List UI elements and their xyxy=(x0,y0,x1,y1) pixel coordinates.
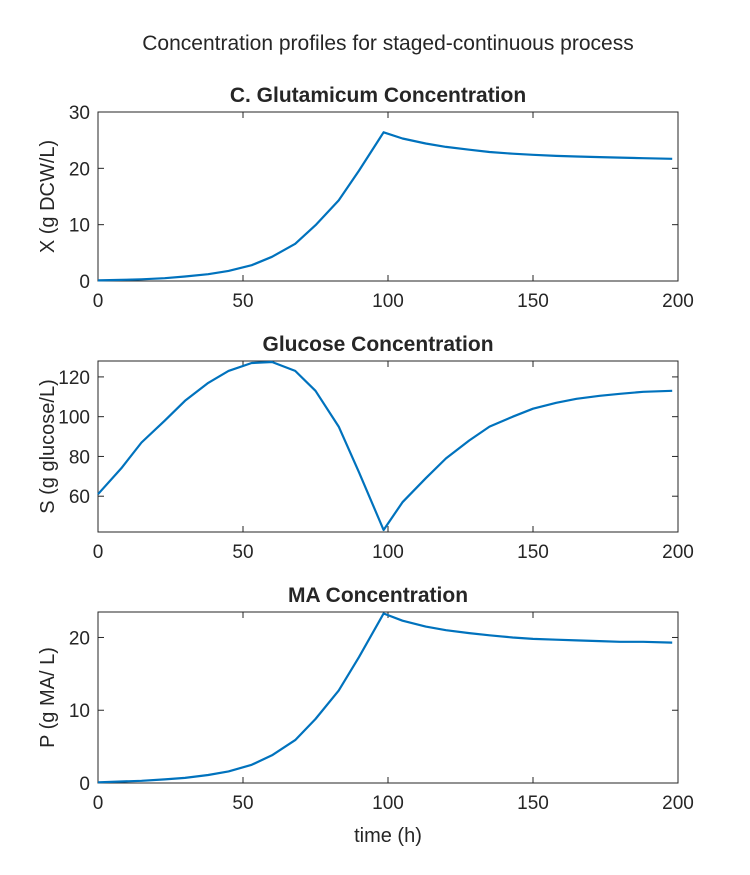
subplot-x-glutamicum: 0 50 100 150 200 0 10 20 30 C. Glutamicum Concent… xyxy=(37,84,694,312)
x-tick-label: 100 xyxy=(372,542,404,563)
x-tick-label: 0 xyxy=(93,793,104,814)
y-tick-label: 120 xyxy=(58,368,90,389)
y-tick-label: 10 xyxy=(69,701,90,722)
x-tick-label: 100 xyxy=(372,793,404,814)
y-tick-label: 20 xyxy=(69,159,90,180)
y-tick-label: 20 xyxy=(69,628,90,649)
y-tick-label: 100 xyxy=(58,408,90,429)
y-axis-label-x-glutamicum: X (g DCW/L) xyxy=(37,140,59,253)
x-tick-label: 100 xyxy=(372,291,404,312)
axes-frame-p-ma xyxy=(97,611,679,784)
figure-title: Concentration profiles for staged-contin… xyxy=(142,32,633,55)
x-tick-label: 150 xyxy=(517,793,549,814)
subplot-s-glucose: 0 50 100 150 200 60 80 100 120 Glucose Concentrat… xyxy=(37,333,694,563)
y-tick-label: 30 xyxy=(69,103,90,124)
y-tick-label: 0 xyxy=(79,774,90,795)
y-tick-label: 10 xyxy=(69,216,90,237)
subplot-p-ma: 0 50 100 150 200 0 10 20 MA Concentration P (g MA… xyxy=(37,584,694,847)
x-axis-label-p-ma: time (h) xyxy=(354,825,422,847)
y-tick-label: 80 xyxy=(69,447,90,468)
subplot-title-s-glucose: Glucose Concentration xyxy=(262,333,493,356)
series-line-x-glutamicum xyxy=(97,131,673,282)
subplot-title-p-ma: MA Concentration xyxy=(288,584,468,607)
y-tick-label: 0 xyxy=(79,272,90,293)
x-tick-label: 50 xyxy=(232,793,253,814)
axes-frame-x-glutamicum xyxy=(97,111,679,282)
x-tick-label: 150 xyxy=(517,542,549,563)
x-tick-label: 0 xyxy=(93,542,104,563)
x-tick-label: 50 xyxy=(232,542,253,563)
subplot-title-x-glutamicum: C. Glutamicum Concentration xyxy=(230,84,526,107)
x-tick-label: 200 xyxy=(662,291,694,312)
x-tick-label: 50 xyxy=(232,291,253,312)
x-tick-label: 0 xyxy=(93,291,104,312)
y-axis-label-p-ma: P (g MA/ L) xyxy=(37,647,59,748)
x-tick-label: 200 xyxy=(662,793,694,814)
x-tick-label: 150 xyxy=(517,291,549,312)
series-line-s-glucose xyxy=(97,360,673,532)
y-tick-label: 60 xyxy=(69,487,90,508)
x-tick-label: 200 xyxy=(662,542,694,563)
axes-frame-s-glucose xyxy=(97,360,679,533)
y-axis-label-s-glucose: S (g glucose/L) xyxy=(37,379,59,514)
series-line-p-ma xyxy=(97,612,673,784)
